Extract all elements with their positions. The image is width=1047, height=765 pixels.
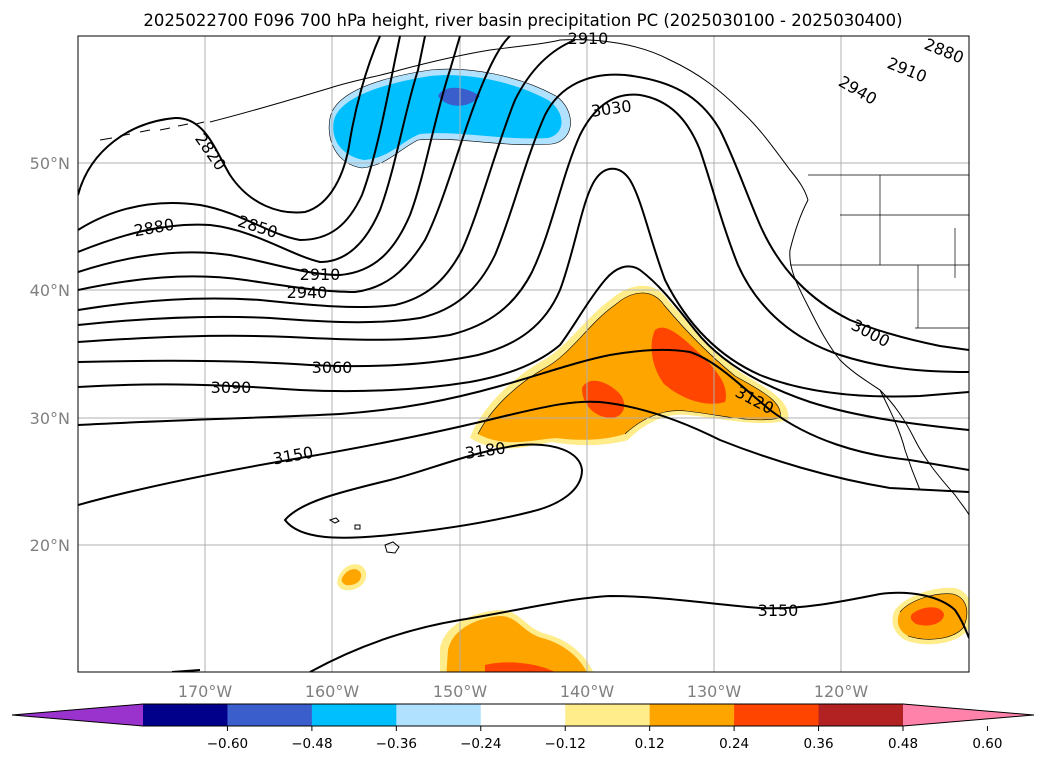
pos-anomaly-south-mid	[446, 616, 587, 672]
contour-3030	[78, 93, 969, 373]
aleutian-islands	[99, 121, 205, 141]
colorbar-swatch	[480, 704, 566, 726]
colorbar-swatch	[818, 704, 904, 726]
colorbar-tick-label: −0.24	[460, 736, 501, 752]
colorbar-swatch	[565, 704, 651, 726]
lon-label-150w: 150°W	[433, 682, 488, 701]
contour-3180	[283, 443, 584, 539]
alaska-coast	[209, 39, 809, 201]
colorbar-extend-low	[12, 704, 143, 726]
contour-label-3150-south: 3150	[758, 601, 799, 620]
colorbar-swatch	[311, 704, 397, 726]
colorbar-tick-label: 0.12	[635, 736, 665, 752]
colorbar-tick-label: 0.36	[804, 736, 834, 752]
contour-2910	[78, 36, 461, 277]
colorbar-swatch	[734, 704, 820, 726]
contour-3000	[78, 73, 969, 351]
colorbar-tick-label: −0.60	[207, 736, 248, 752]
pos-anomaly-strong-east	[651, 327, 726, 404]
contour-3150-south	[309, 591, 969, 672]
colorbar-tick-label: 0.60	[972, 736, 1002, 752]
colorbar-tick-label: 0.24	[719, 736, 749, 752]
pos-anomaly-south-strong	[485, 662, 555, 672]
neg-anomaly-strong	[438, 87, 480, 106]
anomaly-outline	[328, 68, 968, 640]
lon-label-140w: 140°W	[560, 682, 615, 701]
lat-label-50n: 50°N	[30, 154, 70, 173]
contour-3150-north	[78, 400, 969, 506]
lat-label-20n: 20°N	[30, 536, 70, 555]
hawaii-islands	[328, 517, 400, 554]
contour-label-3090: 3090	[211, 378, 252, 397]
pos-anomaly-hawaii-mid	[341, 569, 362, 586]
height-contours	[78, 36, 969, 672]
colorbar-tick-label: 0.48	[888, 736, 918, 752]
contour-3120	[78, 348, 969, 471]
pos-anomaly-strong-west	[582, 380, 625, 418]
lon-label-160w: 160°W	[305, 682, 360, 701]
baja-coast	[879, 389, 921, 491]
colorbar-swatch	[396, 704, 482, 726]
colorbar-extend-high	[903, 704, 1034, 726]
colorbar-tick-label: −0.48	[291, 736, 332, 752]
latitude-labels: 50°N 40°N 30°N 20°N	[30, 154, 70, 555]
state-borders	[790, 175, 969, 328]
west-coast	[789, 199, 969, 516]
colorbar: −0.60 −0.48 −0.36 −0.24 −0.12 0.12 0.24 0.36 0.4…	[11, 703, 1035, 752]
map-frame	[77, 35, 970, 673]
contour-2940	[78, 36, 511, 294]
coastlines	[99, 39, 969, 554]
contour-3090	[78, 265, 969, 431]
contour-2850	[78, 36, 401, 242]
lat-label-40n: 40°N	[30, 281, 70, 300]
contour-label-2910: 2910	[300, 265, 341, 284]
contour-label-2940: 2940	[287, 283, 328, 302]
contour-label-3060: 3060	[312, 358, 353, 377]
contour-2970	[78, 39, 576, 311]
colorbar-tick-label: −0.12	[545, 736, 586, 752]
contour-2880	[78, 36, 426, 264]
graticule	[78, 36, 969, 672]
longitude-labels: 170°W 160°W 150°W 140°W 130°W 120°W	[178, 682, 869, 701]
contour-label-2910-top: 2910	[568, 29, 609, 48]
colorbar-swatch	[649, 704, 735, 726]
pos-anomaly-mexico-strong	[910, 607, 944, 626]
lat-label-30n: 30°N	[30, 409, 70, 428]
colorbar-swatch	[143, 704, 228, 726]
figure-title: 2025022700 F096 700 hPa height, river ba…	[143, 11, 902, 30]
colorbar-tick-label: −0.36	[376, 736, 417, 752]
map-panel: 2910 2880 2910 2940 3030 2820 2850 2880 …	[77, 29, 970, 673]
lon-label-170w: 170°W	[178, 682, 233, 701]
contour-2820	[78, 36, 381, 214]
lon-label-130w: 130°W	[687, 682, 742, 701]
lon-label-120w: 120°W	[814, 682, 869, 701]
precip-shading	[329, 69, 969, 672]
colorbar-outline	[11, 703, 1035, 727]
colorbar-swatch	[227, 704, 313, 726]
neg-anomaly-mid	[333, 75, 562, 160]
contour-3060	[78, 167, 969, 398]
